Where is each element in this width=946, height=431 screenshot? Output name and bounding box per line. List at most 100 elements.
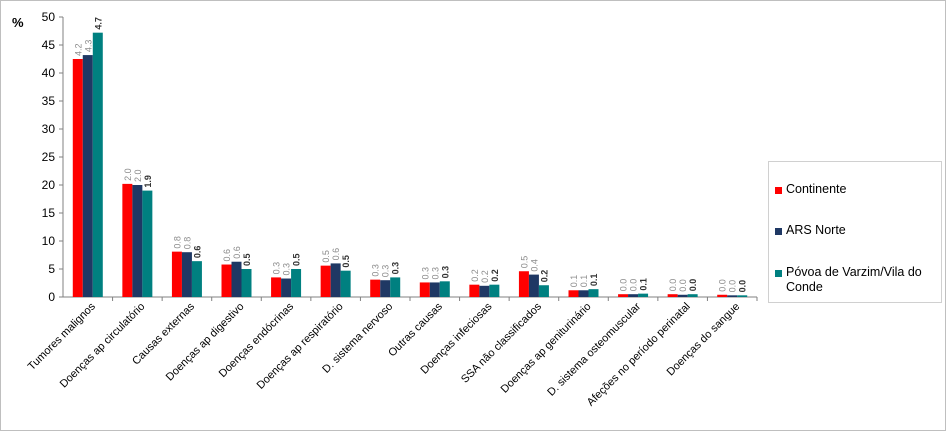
bar-ars-norte [578, 290, 589, 297]
data-label: 0.6 [192, 246, 202, 259]
data-label: 0.0 [619, 279, 629, 292]
y-tick-label: 35 [42, 94, 56, 108]
y-tick-label: 20 [42, 178, 56, 192]
bar-povoa-varzim [737, 295, 748, 297]
legend-label-povoa-varzim: Póvoa de Varzim/Vila do Conde [786, 265, 922, 294]
data-label: 0.4 [529, 259, 539, 272]
data-label: 0.6 [222, 249, 232, 262]
data-label: 0.0 [688, 279, 698, 292]
bar-ars-norte [380, 280, 391, 297]
bar-povoa-varzim [390, 277, 401, 297]
bar-povoa-varzim [92, 32, 103, 298]
bar-continente [618, 294, 629, 297]
data-label: 0.3 [420, 267, 430, 280]
data-label: 0.2 [490, 269, 500, 282]
bar-continente [518, 271, 529, 297]
bar-continente [717, 294, 728, 297]
data-label: 0.0 [629, 279, 639, 292]
data-label: 0.1 [639, 278, 649, 291]
y-axis-title: % [12, 15, 24, 30]
bar-ars-norte [628, 294, 639, 297]
data-label: 2.0 [133, 169, 143, 182]
data-label: 1.9 [143, 175, 153, 188]
bar-povoa-varzim [241, 269, 252, 297]
bar-povoa-varzim [439, 281, 450, 297]
legend-swatch-continente [775, 187, 782, 194]
bar-continente [568, 290, 579, 297]
bar-ars-norte [181, 252, 192, 297]
data-label: 4.7 [93, 17, 103, 30]
bar-ars-norte [82, 55, 93, 297]
bar-povoa-varzim [538, 285, 549, 297]
data-label: 4.3 [83, 40, 93, 53]
y-tick-label: 50 [42, 10, 56, 24]
bar-continente [271, 277, 282, 297]
x-tick-label: Afeções no período perinatal [585, 301, 693, 409]
data-label: 0.3 [282, 263, 292, 276]
bar-ars-norte [231, 261, 242, 297]
data-label: 0.3 [391, 262, 401, 275]
data-label: 0.5 [292, 253, 302, 266]
data-label: 0.8 [182, 237, 192, 250]
bar-ars-norte [677, 294, 688, 297]
data-label: 0.3 [371, 264, 381, 277]
bar-continente [320, 265, 331, 297]
bar-povoa-varzim [291, 269, 302, 297]
x-tick-label: D. sistema osteomuscular [545, 300, 643, 398]
y-tick-label: 15 [42, 206, 56, 220]
x-tick-label: Doenças ap circulatório [58, 301, 148, 391]
data-label: 0.3 [440, 266, 450, 279]
data-label: 0.3 [381, 265, 391, 278]
data-label: 0.3 [430, 267, 440, 280]
bar-continente [370, 279, 381, 297]
data-label: 0.0 [718, 279, 728, 292]
legend-swatch-ars-norte [775, 228, 782, 235]
bar-continente [419, 282, 430, 297]
bar-povoa-varzim [340, 270, 351, 297]
data-label: 0.5 [519, 256, 529, 269]
bar-continente [221, 264, 232, 297]
y-tick-label: 45 [42, 38, 56, 52]
bar-ars-norte [429, 282, 440, 297]
data-label: 0.0 [678, 279, 688, 292]
bar-continente [469, 284, 480, 297]
data-label: 0.2 [480, 270, 490, 283]
y-tick-label: 40 [42, 66, 56, 80]
data-label: 0.5 [242, 253, 252, 266]
bar-povoa-varzim [638, 293, 649, 297]
legend-item-continente: Continente [775, 182, 936, 197]
bar-ars-norte [528, 274, 539, 297]
data-label: 0.5 [341, 255, 351, 268]
bar-continente [171, 251, 182, 297]
bar-povoa-varzim [142, 190, 153, 297]
bar-ars-norte [727, 295, 738, 297]
data-label: 0.0 [738, 280, 748, 293]
bar-povoa-varzim [191, 261, 202, 297]
legend-label-ars-norte: ARS Norte [786, 223, 846, 237]
data-label: 2.0 [123, 168, 133, 181]
y-tick-label: 0 [48, 290, 55, 304]
data-label: 0.6 [232, 246, 242, 259]
data-label: 0.8 [172, 236, 182, 249]
legend-label-continente: Continente [786, 182, 847, 196]
legend: Continente ARS Norte Póvoa de Varzim/Vil… [768, 161, 942, 303]
y-tick-label: 30 [42, 122, 56, 136]
bar-continente [122, 183, 133, 297]
bar-ars-norte [330, 263, 341, 297]
bar-povoa-varzim [588, 289, 599, 297]
data-label: 0.1 [589, 274, 599, 287]
y-tick-label: 25 [42, 150, 56, 164]
legend-swatch-povoa-varzim [775, 270, 782, 277]
legend-item-ars-norte: ARS Norte [775, 223, 936, 238]
bar-povoa-varzim [489, 284, 500, 297]
bar-ars-norte [479, 285, 490, 297]
data-label: 0.0 [728, 280, 738, 293]
data-label: 0.2 [470, 269, 480, 282]
bar-ars-norte [281, 278, 292, 297]
bar-ars-norte [132, 185, 143, 297]
data-label: 0.2 [539, 270, 549, 283]
data-label: 0.1 [579, 275, 589, 288]
y-tick-label: 10 [42, 234, 56, 248]
data-label: 0.6 [331, 248, 341, 261]
